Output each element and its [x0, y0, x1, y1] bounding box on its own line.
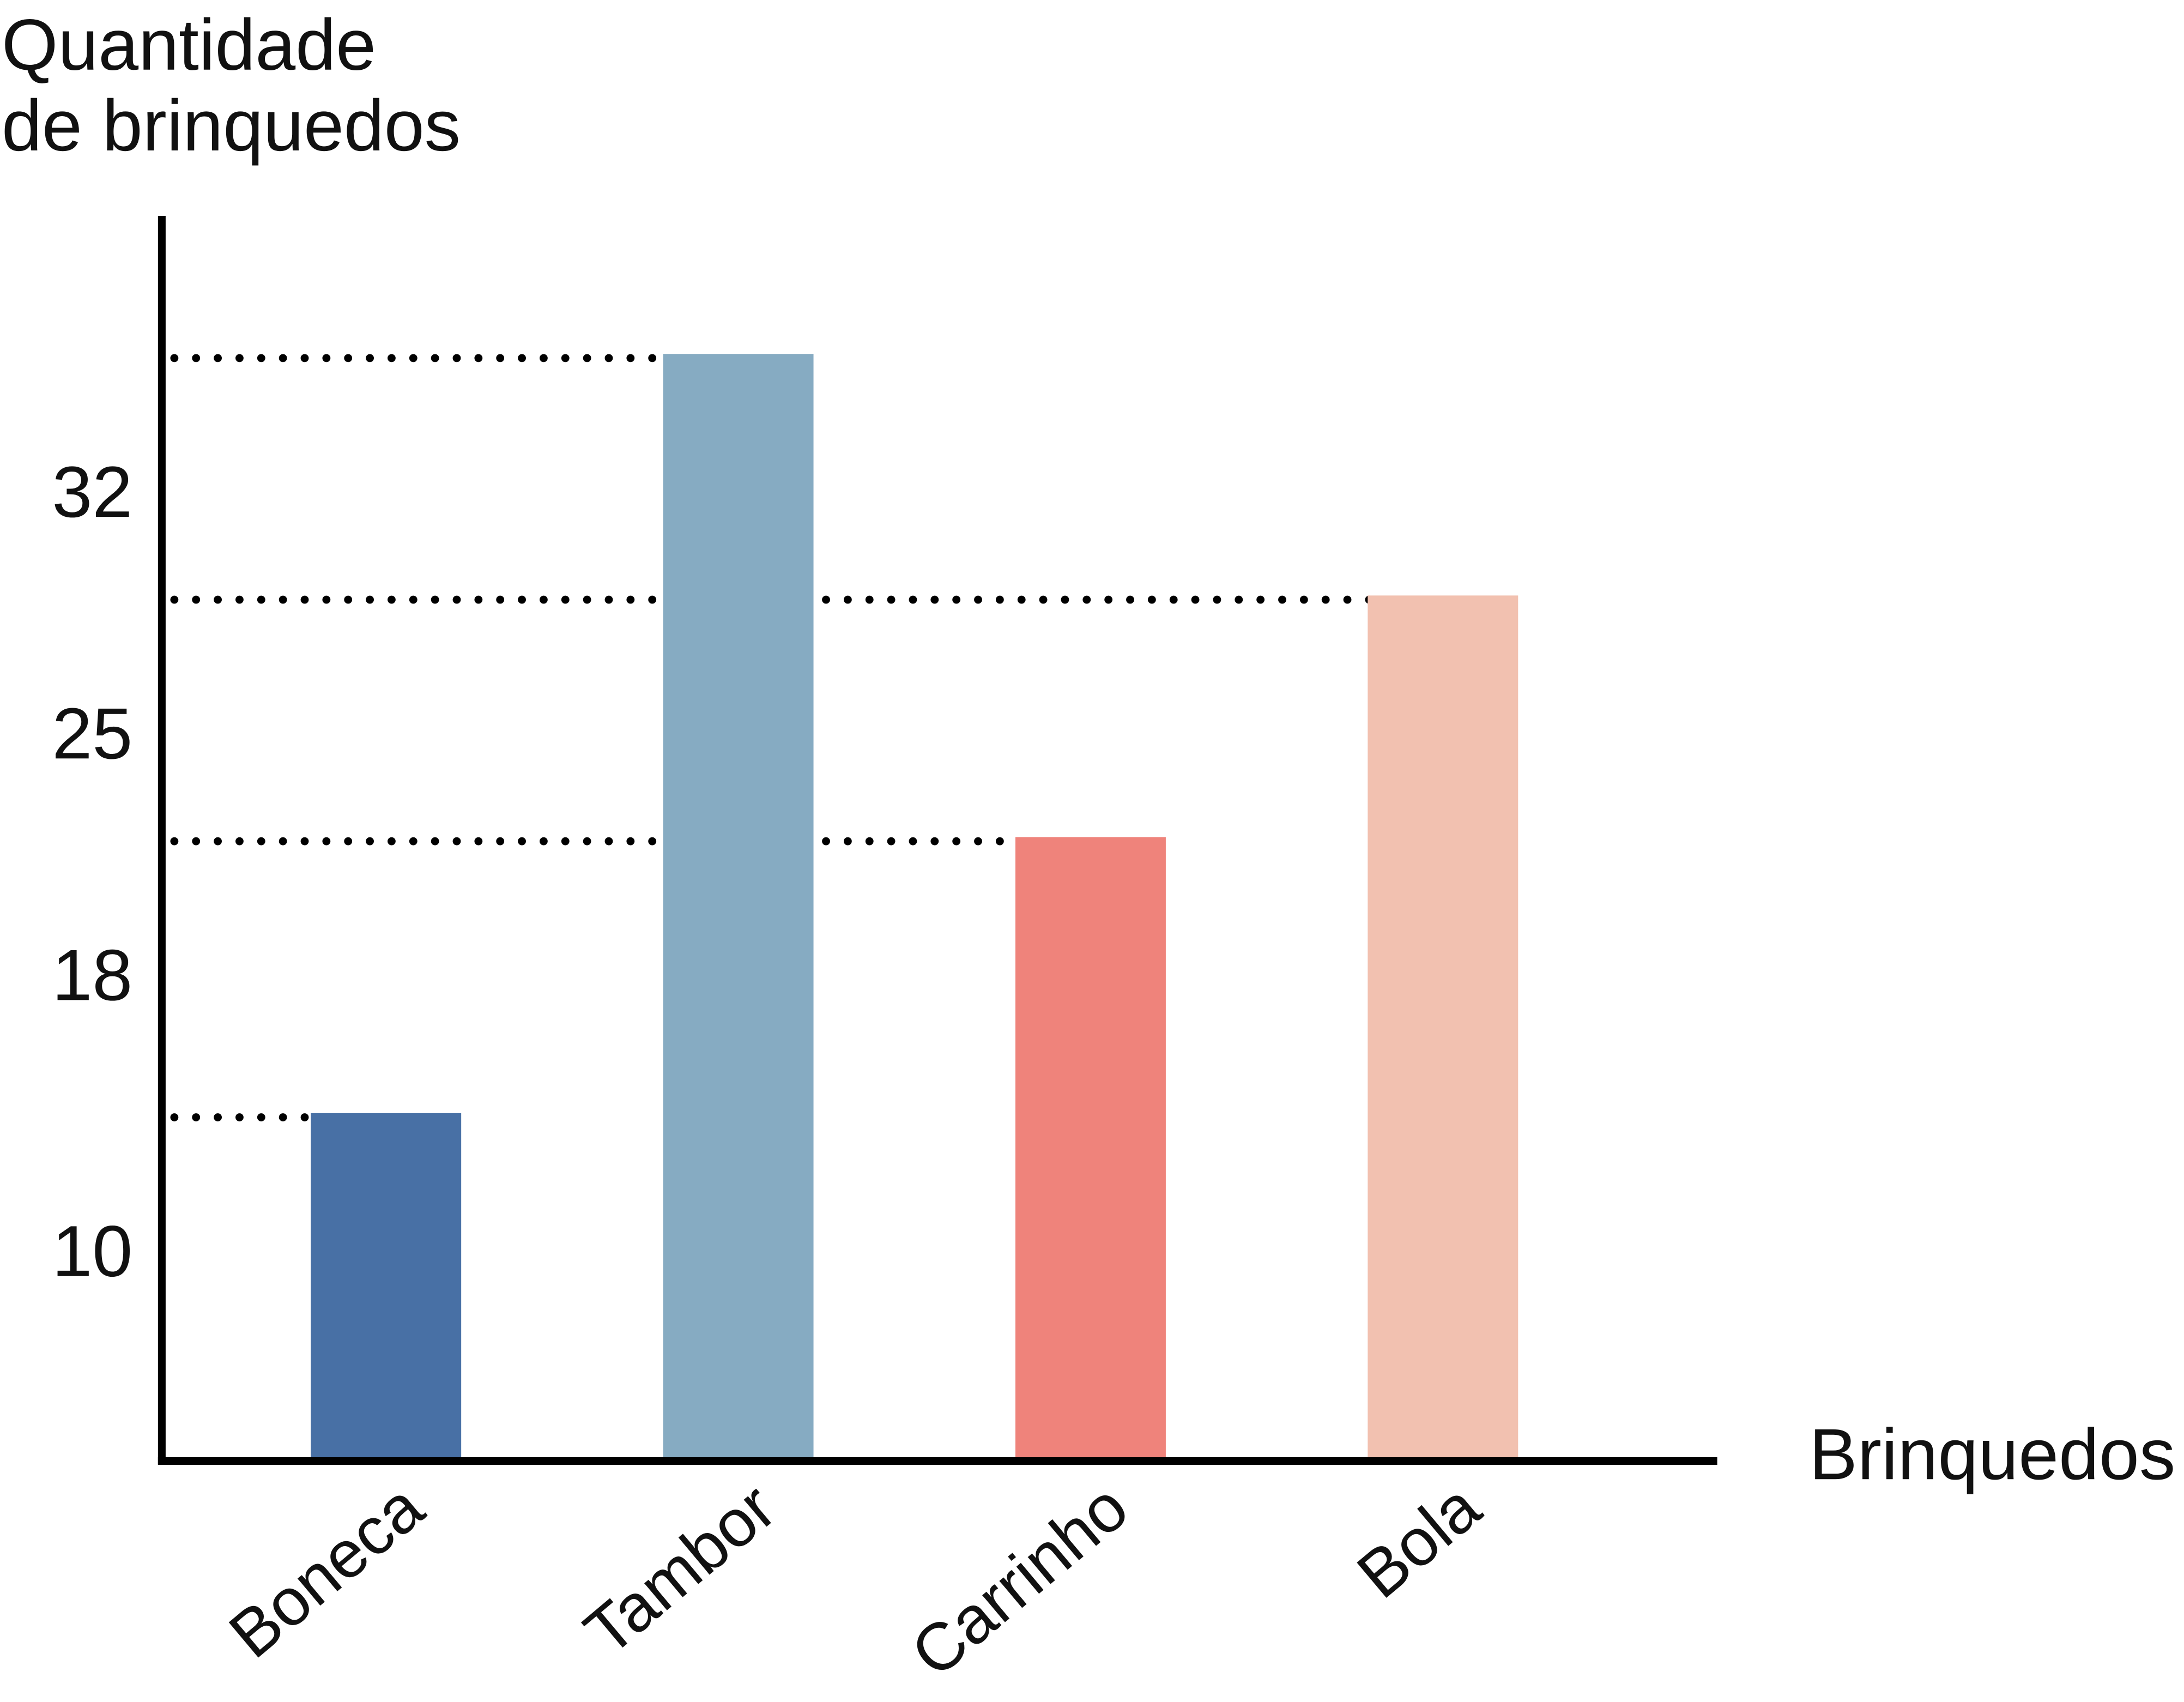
bar-carrinho	[1015, 837, 1166, 1462]
y-axis-title-line-2: de brinquedos	[2, 86, 461, 166]
x-tick-label-tambor: Tambor	[571, 1469, 789, 1670]
y-tick-labels: 32 25 18 10	[52, 452, 132, 1292]
x-tick-label-bola: Bola	[1344, 1469, 1495, 1612]
y-tick-label-32: 32	[52, 452, 132, 533]
x-tick-label-carrinho: Carrinho	[897, 1469, 1141, 1691]
y-tick-label-25: 25	[52, 693, 132, 774]
bars	[311, 354, 1518, 1462]
y-tick-label-18: 18	[52, 935, 132, 1016]
guide-lines	[170, 354, 1375, 1121]
x-tick-label-boneca: Boneca	[215, 1469, 437, 1672]
bar-boneca	[311, 1113, 462, 1462]
bar-bola	[1368, 595, 1518, 1462]
bar-tambor	[663, 354, 814, 1462]
y-axis-title-line-1: Quantidade	[2, 5, 376, 86]
x-tick-labels: Boneca Tambor Carrinho Bola	[215, 1469, 1494, 1691]
y-tick-label-10: 10	[52, 1211, 132, 1292]
x-axis-title: Brinquedos	[1809, 1414, 2175, 1495]
